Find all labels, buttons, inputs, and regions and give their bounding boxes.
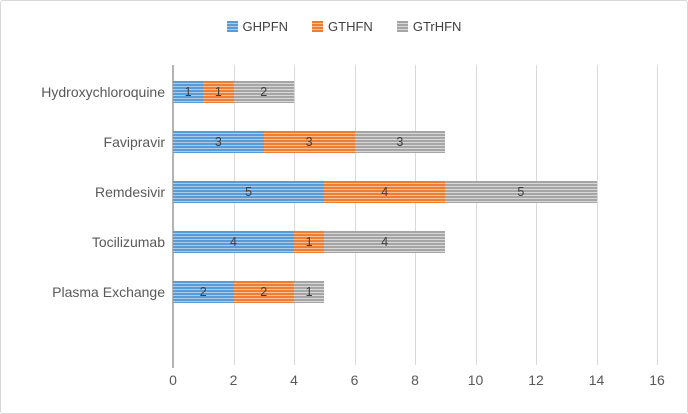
category-label: Tocilizumab	[91, 234, 165, 250]
bar-segment-ghpfn: 5	[173, 181, 325, 203]
category-label: Remdesivir	[94, 184, 165, 200]
gridline	[596, 65, 598, 365]
legend-swatch-ghpfn	[226, 21, 238, 32]
data-label: 4	[230, 235, 237, 249]
gridline	[233, 65, 235, 365]
data-label: 4	[381, 185, 389, 199]
gridline	[657, 65, 658, 365]
bar-segment-gtrhfn: 5	[445, 181, 597, 203]
bar-segment-gthfn: 3	[263, 131, 355, 153]
gridline	[294, 65, 295, 365]
bar-segment-ghpfn: 1	[173, 81, 204, 103]
x-tick-label: 14	[588, 372, 605, 388]
bar-segment-gtrhfn: 3	[354, 131, 446, 153]
data-label: 2	[260, 285, 268, 299]
bar-segment-gthfn: 2	[233, 281, 294, 303]
legend-item-gtrhfn: GTrHFN	[396, 19, 462, 34]
bar-segment-gtrhfn: 1	[294, 281, 325, 303]
legend-swatch-gthfn	[312, 21, 324, 32]
data-label: 2	[260, 85, 268, 99]
data-label: 5	[517, 185, 525, 199]
x-tick-label: 4	[290, 372, 298, 388]
x-tick-label: 0	[169, 372, 177, 388]
x-tick-label: 2	[229, 372, 238, 388]
data-label: 1	[305, 235, 313, 249]
category-label: Hydroxychloroquine	[41, 84, 165, 100]
category-label: Plasma Exchange	[52, 284, 165, 300]
gridline	[475, 65, 477, 365]
bar-segment-gthfn: 4	[324, 181, 446, 203]
gridline	[354, 65, 356, 365]
data-label: 3	[305, 135, 313, 149]
data-label: 4	[381, 235, 389, 249]
gridline	[536, 65, 537, 365]
value-axis-line	[172, 65, 174, 368]
legend-label: GTHFN	[328, 19, 373, 34]
legend: GHPFN GTHFN GTrHFN	[1, 19, 687, 34]
bar-segment-ghpfn: 4	[173, 231, 294, 253]
legend-item-ghpfn: GHPFN	[226, 19, 289, 34]
gridline	[415, 65, 416, 365]
data-label: 1	[305, 285, 313, 299]
bar-segment-gtrhfn: 2	[233, 81, 294, 103]
bar-segment-gthfn: 1	[294, 231, 325, 253]
bar-segment-ghpfn: 2	[173, 281, 234, 303]
legend-swatch-gtrhfn	[396, 21, 408, 32]
x-tick-label: 6	[350, 372, 359, 388]
data-label: 3	[214, 135, 222, 149]
legend-label: GHPFN	[242, 19, 289, 34]
data-label: 1	[214, 85, 222, 99]
bar-segment-ghpfn: 3	[173, 131, 264, 153]
data-label: 1	[184, 85, 192, 99]
bar-segment-gtrhfn: 4	[324, 231, 446, 253]
legend-label: GTrHFN	[412, 19, 462, 34]
x-tick-label: 8	[411, 372, 419, 388]
bar-segment-gthfn: 1	[203, 81, 234, 103]
legend-item-gthfn: GTHFN	[312, 19, 373, 34]
x-tick-label: 10	[467, 372, 484, 388]
data-label: 2	[199, 285, 207, 299]
data-label: 3	[396, 135, 404, 149]
x-tick-label: 12	[528, 372, 544, 388]
x-tick-label: 16	[649, 372, 665, 388]
data-label: 5	[245, 185, 253, 199]
category-label: Favipravir	[103, 134, 165, 150]
